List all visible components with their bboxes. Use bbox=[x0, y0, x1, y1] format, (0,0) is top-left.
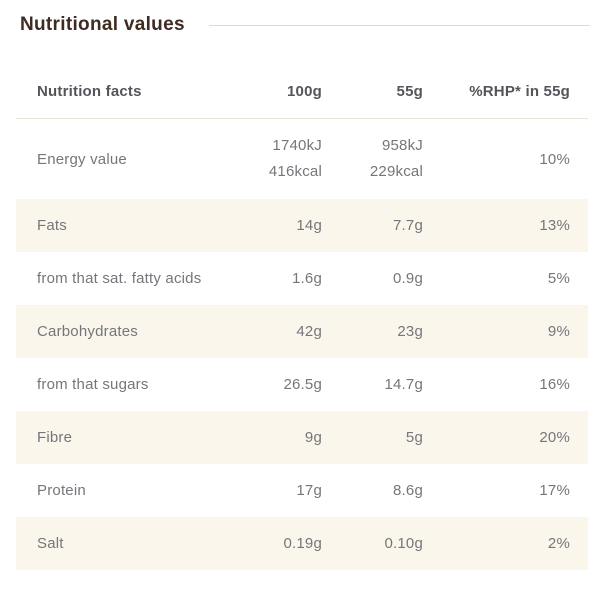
value-55g: 958kJ 229kcal bbox=[322, 133, 423, 185]
value-100g: 14g bbox=[296, 217, 322, 234]
table-row-protein: Protein 17g 8.6g 17% bbox=[16, 464, 588, 517]
row-label: Fibre bbox=[37, 429, 73, 446]
table-row-salt: Salt 0.19g 0.10g 2% bbox=[16, 517, 588, 570]
page-title: Nutritional values bbox=[20, 14, 185, 35]
value-100g: 17g bbox=[296, 482, 322, 499]
table-row-energy-value: Energy value 1740kJ 416kcal 958kJ 229kca… bbox=[16, 119, 588, 199]
table-row-sat-fatty-acids: from that sat. fatty acids 1.6g 0.9g 5% bbox=[16, 252, 588, 305]
value-55g: 0.10g bbox=[384, 535, 423, 552]
value-100g: 42g bbox=[296, 323, 322, 340]
value-rhp: 5% bbox=[547, 270, 570, 287]
value-rhp: 9% bbox=[547, 323, 570, 340]
value-100g: 1740kJ 416kcal bbox=[222, 133, 322, 185]
value-rhp: 10% bbox=[539, 150, 570, 168]
header-100g: 100g bbox=[287, 83, 322, 100]
row-label: from that sat. fatty acids bbox=[37, 270, 202, 287]
title-divider-rule bbox=[208, 24, 590, 26]
value-100g: 1.6g bbox=[292, 270, 322, 287]
table-row-carbohydrates: Carbohydrates 42g 23g 9% bbox=[16, 305, 588, 358]
table-row-fats: Fats 14g 7.7g 13% bbox=[16, 199, 588, 252]
value-55g-kj: 958kJ bbox=[381, 137, 423, 154]
section-title-row: Nutritional values bbox=[0, 0, 602, 38]
value-100g-kj: 1740kJ bbox=[272, 137, 322, 154]
table-row-fibre: Fibre 9g 5g 20% bbox=[16, 411, 588, 464]
value-55g: 8.6g bbox=[393, 482, 423, 499]
table-row-sugars: from that sugars 26.5g 14.7g 16% bbox=[16, 358, 588, 411]
row-label: Protein bbox=[37, 482, 86, 499]
value-55g: 14.7g bbox=[384, 376, 423, 393]
value-100g-kcal: 416kcal bbox=[268, 163, 322, 180]
value-100g: 0.19g bbox=[283, 535, 322, 552]
header-55g: 55g bbox=[396, 83, 423, 100]
header-rhp-in-55g: %RHP* in 55g bbox=[469, 83, 570, 100]
value-rhp: 13% bbox=[539, 217, 570, 234]
row-label: Salt bbox=[37, 535, 64, 552]
value-55g: 5g bbox=[405, 429, 423, 446]
nutrition-table: Nutrition facts 100g 55g %RHP* in 55g En… bbox=[16, 65, 588, 570]
value-100g: 26.5g bbox=[283, 376, 322, 393]
value-55g: 7.7g bbox=[393, 217, 423, 234]
value-100g: 9g bbox=[304, 429, 322, 446]
value-rhp: 17% bbox=[539, 482, 570, 499]
value-rhp: 20% bbox=[539, 429, 570, 446]
row-label: Energy value bbox=[37, 150, 127, 168]
row-label: Fats bbox=[37, 217, 67, 234]
value-rhp: 2% bbox=[547, 535, 570, 552]
row-label: Carbohydrates bbox=[37, 323, 138, 340]
value-rhp: 16% bbox=[539, 376, 570, 393]
row-label: from that sugars bbox=[37, 376, 149, 393]
table-header-row: Nutrition facts 100g 55g %RHP* in 55g bbox=[16, 65, 588, 119]
value-55g-kcal: 229kcal bbox=[369, 163, 423, 180]
value-55g: 23g bbox=[397, 323, 423, 340]
value-55g: 0.9g bbox=[393, 270, 423, 287]
header-nutrition-facts: Nutrition facts bbox=[37, 83, 142, 100]
